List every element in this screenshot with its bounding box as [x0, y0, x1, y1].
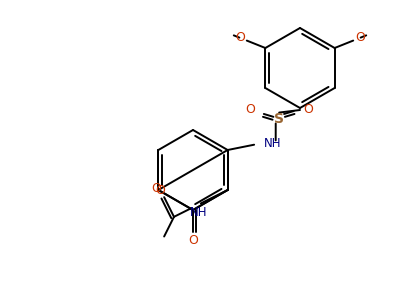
Text: O: O	[235, 32, 245, 45]
Text: NH: NH	[263, 137, 281, 150]
Text: O: O	[188, 233, 198, 247]
Text: O: O	[302, 103, 312, 116]
Text: NH: NH	[190, 206, 207, 220]
Text: S: S	[274, 112, 283, 126]
Text: O: O	[151, 183, 161, 195]
Text: O: O	[245, 103, 255, 116]
Text: O: O	[155, 183, 165, 197]
Text: O: O	[354, 32, 364, 45]
